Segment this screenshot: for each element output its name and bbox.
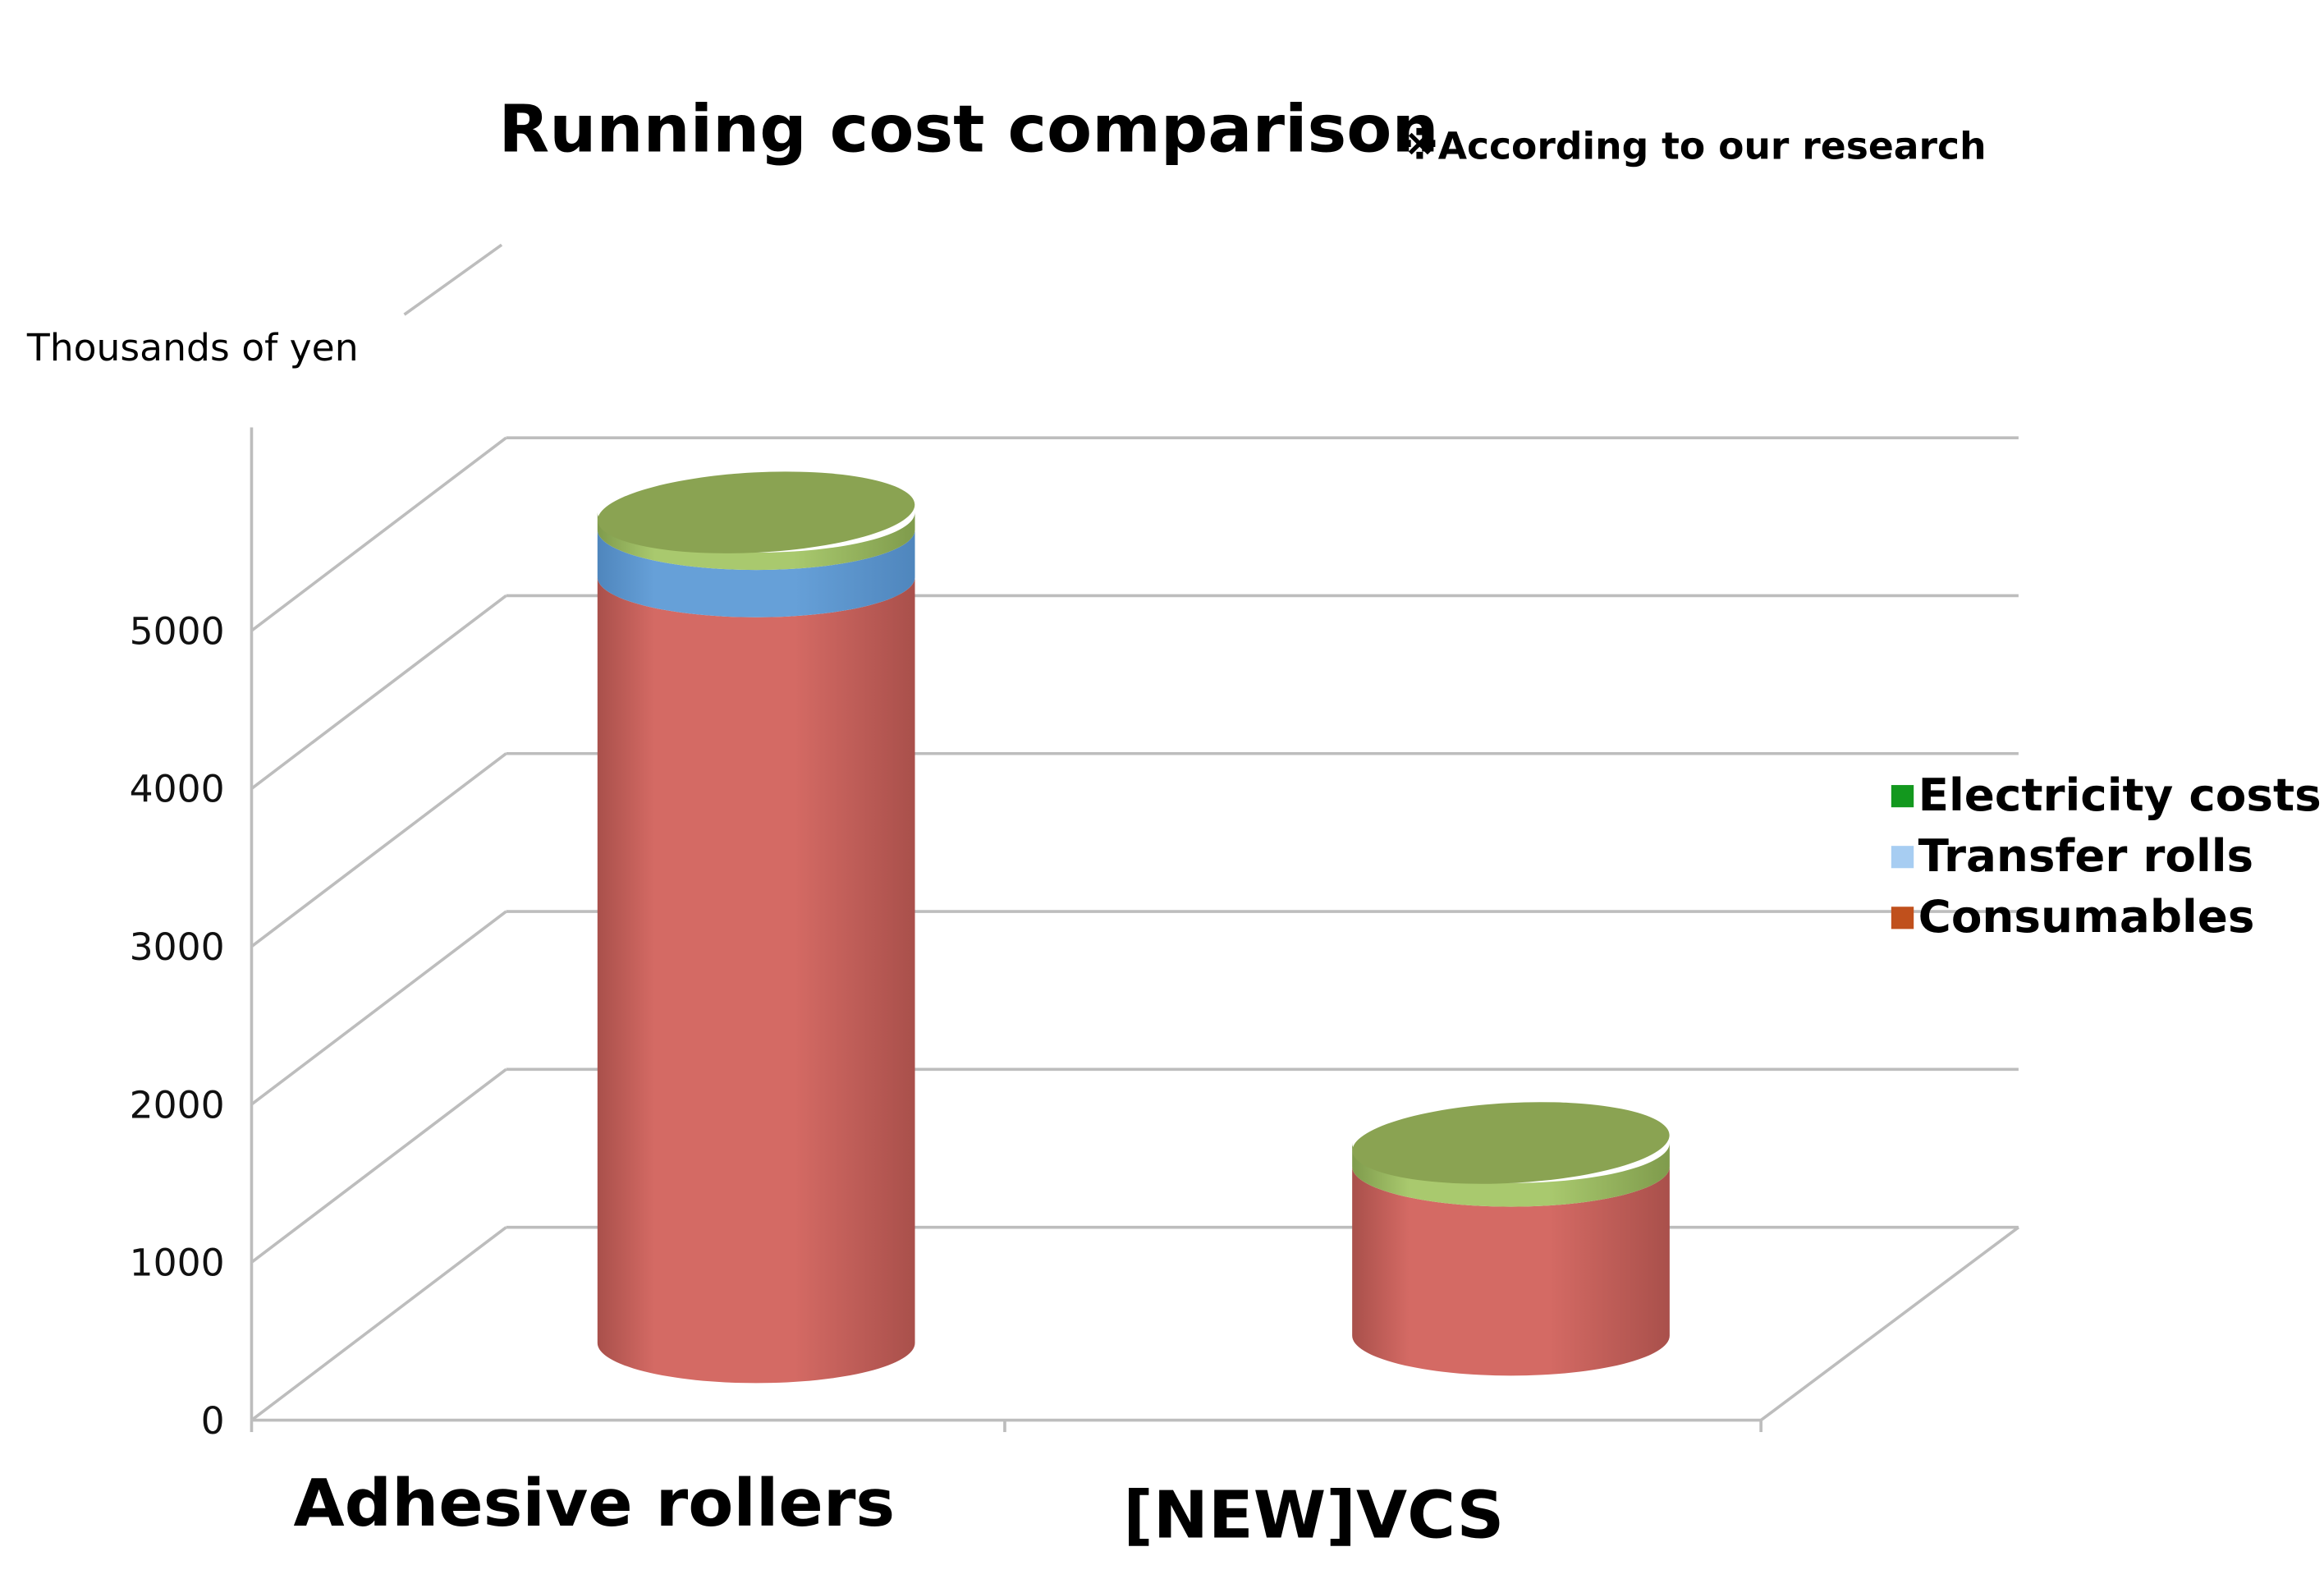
gridlines [250,243,2019,1422]
legend-item-consumables: Consumables [1891,888,2322,948]
legend-swatch-consumables [1891,907,1914,929]
bar-adhesive-rollers-consumables [597,576,915,1384]
y-axis-label: Thousands of yen [26,326,359,370]
legend-label-consumables: Consumables [1918,892,2255,944]
chart-title: Running cost comparison [498,92,1439,168]
y-tick-label-0: 0 [201,1399,225,1443]
sidewall-line-5000 [250,436,507,632]
bar-group-new-vcs [1352,1102,1670,1376]
y-tick-label-5000: 5000 [130,610,225,654]
sidewall-line-1000 [250,1067,507,1264]
bar-new-vcs-consumables [1352,1166,1670,1376]
legend-item-electricity-costs: Electricity costs [1891,766,2322,827]
sidewall-line-0 [250,1226,507,1422]
legend: Electricity costs Transfer rolls Consuma… [1891,766,2322,948]
x-category-label-new-vcs: [NEW]VCS [1123,1478,1505,1554]
bar-top-adhesive-rollers [598,471,915,553]
x-category-label-adhesive-rollers: Adhesive rollers [293,1466,896,1542]
bar-adhesive-rollers-electricity-costs [597,512,915,571]
sidewall-line-2000 [250,910,507,1106]
floor-right-edge [1760,1226,2019,1422]
legend-label-transfer-rolls: Transfer rolls [1918,831,2254,884]
sidewall-line-4000 [250,594,507,790]
chart-subtitle: ※According to our research [1401,124,1987,168]
sidewall-top-line [403,243,503,316]
sidewall-line-3000 [250,752,507,948]
legend-item-transfer-rolls: Transfer rolls [1891,827,2322,888]
bar-top-new-vcs [1352,1102,1670,1184]
y-tick-label-3000: 3000 [130,925,225,969]
legend-label-electricity-costs: Electricity costs [1918,769,2322,823]
y-tick-label-2000: 2000 [130,1083,225,1127]
legend-swatch-electricity-costs [1891,785,1914,808]
bar-adhesive-rollers-transfer-rolls [597,530,915,617]
legend-swatch-transfer-rolls [1891,846,1914,869]
y-tick-label-4000: 4000 [130,768,225,811]
y-tick-label-1000: 1000 [130,1242,225,1285]
bar-group-adhesive-rollers [597,471,915,1384]
bar-new-vcs-electricity-costs [1352,1142,1670,1207]
